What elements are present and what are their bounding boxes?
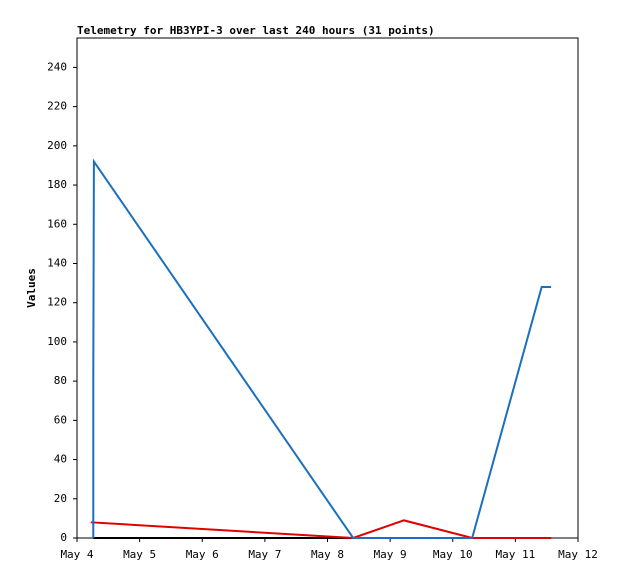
y-tick-label: 60 <box>54 413 67 426</box>
data-line <box>90 519 552 540</box>
y-tick-label: 200 <box>47 139 67 152</box>
x-tick-label: May 8 <box>311 548 344 561</box>
y-axis-label: Values <box>25 268 38 308</box>
x-tick-label: May 10 <box>433 548 473 561</box>
x-tick-label: May 11 <box>496 548 536 561</box>
x-tick-label: May 6 <box>186 548 219 561</box>
y-tick-label: 20 <box>54 492 67 505</box>
y-tick-label: 160 <box>47 217 67 230</box>
x-tick-label: May 12 <box>558 548 598 561</box>
y-tick-label: 240 <box>47 60 67 73</box>
y-tick-label: 40 <box>54 453 67 466</box>
y-tick-label: 80 <box>54 374 67 387</box>
x-tick-label: May 4 <box>60 548 93 561</box>
y-tick-label: 220 <box>47 100 67 113</box>
plot-frame <box>76 37 579 539</box>
y-tick-label: 100 <box>47 335 67 348</box>
x-tick-label: May 9 <box>374 548 407 561</box>
x-tick-label: May 7 <box>248 548 281 561</box>
y-tick-label: 120 <box>47 296 67 309</box>
y-tick-label: 140 <box>47 256 67 269</box>
chart-title: Telemetry for HB3YPI-3 over last 240 hou… <box>77 24 435 37</box>
y-tick-label: 180 <box>47 178 67 191</box>
y-tick-label: 0 <box>60 531 67 544</box>
x-tick-label: May 5 <box>123 548 156 561</box>
data-line <box>92 158 552 539</box>
